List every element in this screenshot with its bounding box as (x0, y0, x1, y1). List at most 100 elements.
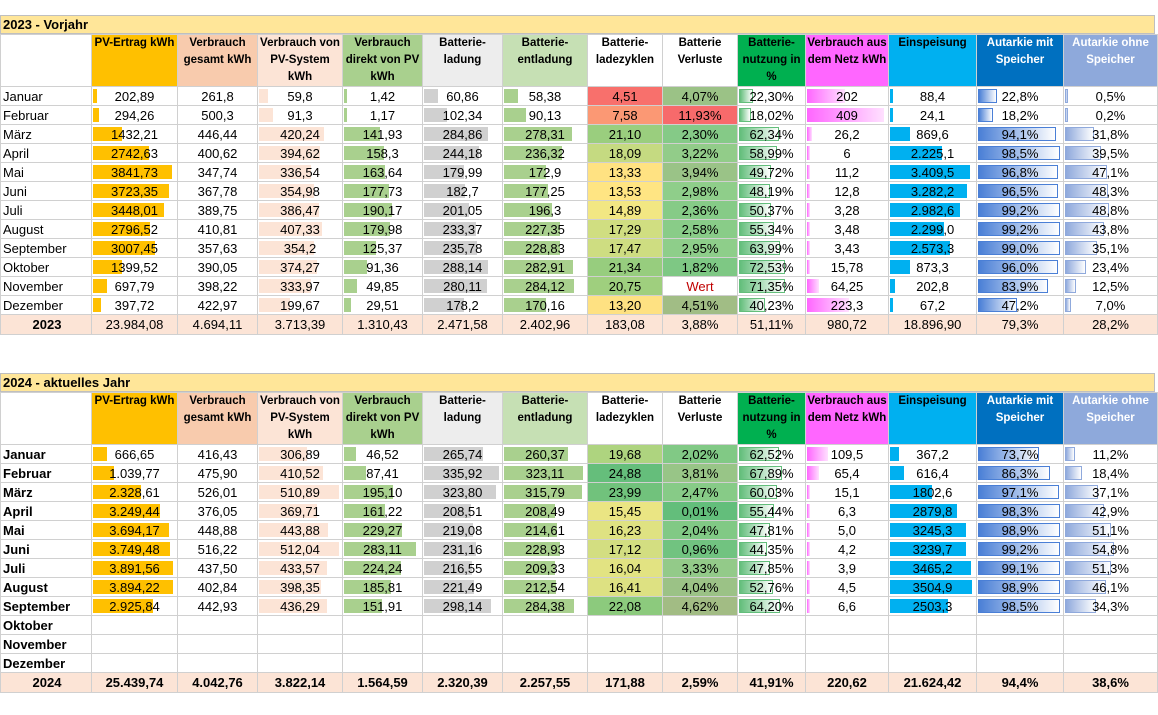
cell-value: 6 (843, 145, 851, 161)
batterie-ladung-cell (422, 634, 503, 654)
cell-value: 2503,3 (912, 598, 953, 614)
verbrauch-pv-cell: 333,97 (257, 276, 343, 296)
cell-value: 374,27 (280, 259, 320, 275)
data-bar (807, 298, 849, 312)
cell-value: 83,9% (1001, 278, 1039, 294)
einspeisung-cell: 3504,9 (888, 577, 977, 597)
total-pv-ertrag: 23.984,08 (91, 314, 178, 335)
ladezyklen-cell: 16,41 (587, 577, 663, 597)
verluste-cell: 0,96% (662, 539, 738, 559)
table-row: April 3.249,44 376,05 369,71 161,22 208,51 208… (0, 501, 1158, 521)
data-bar (344, 203, 393, 217)
cell-value: 398,22 (197, 278, 238, 294)
cell-value: 284,38 (525, 598, 565, 614)
netz-cell: 26,2 (805, 124, 889, 144)
cell-value: 98,5% (1001, 145, 1039, 161)
verbrauch-gesamt-cell: 500,3 (177, 105, 258, 125)
cell-value: 278,31 (525, 126, 565, 142)
total-verluste: 3,88% (662, 314, 738, 335)
cell-value: 3239,7 (912, 541, 953, 557)
month-cell: September (0, 596, 92, 616)
cell-value: 67,89% (749, 465, 794, 481)
data-bar (890, 279, 895, 293)
cell-value: 12,5% (1092, 278, 1129, 294)
total-einspeisung: 21.624,42 (888, 672, 977, 693)
data-bar (504, 222, 560, 236)
autarkie-mit-cell: 98,9% (976, 577, 1064, 597)
month-cell: September (0, 238, 92, 258)
data-bar (504, 260, 574, 274)
cell-value: 244,18 (442, 145, 483, 161)
cell-value: 294,26 (114, 107, 155, 123)
verluste-cell: 3,81% (662, 463, 738, 483)
pv-ertrag-cell: 3.249,44 (91, 501, 178, 521)
table-row: Juli 3448,01 389,75 386,47 190,17 201,05 196,3… (0, 200, 1158, 220)
verbrauch-gesamt-cell (177, 634, 258, 654)
verbrauch-gesamt-cell: 367,78 (177, 181, 258, 201)
nutzung-cell: 60,03% (737, 482, 806, 502)
autarkie-ohne-cell: 47,1% (1063, 162, 1158, 182)
verbrauch-direkt-cell: 1,42 (342, 86, 423, 106)
cell-value: 3448,01 (111, 202, 158, 218)
cell-value: Dezember (3, 297, 63, 313)
data-bar (504, 580, 557, 594)
cell-value: 125,37 (362, 240, 403, 256)
header-autarkie-ohne: Autarkie ohne Speicher (1063, 392, 1158, 445)
data-bar (739, 466, 783, 480)
netz-cell: 4,5 (805, 577, 889, 597)
total-nutzung: 41,91% (737, 672, 806, 693)
header-verbrauch-direkt: Verbrauch direkt von PV kWh (342, 392, 423, 445)
cell-value: 397,72 (114, 297, 155, 313)
autarkie-mit-cell: 73,7% (976, 444, 1064, 464)
total-label: 2024 (0, 672, 92, 693)
cell-value: 202,8 (916, 278, 949, 294)
data-bar (739, 203, 772, 217)
data-bar (93, 260, 122, 274)
netz-cell: 15,1 (805, 482, 889, 502)
cell-value: 98,3% (1001, 503, 1039, 519)
cell-value: 151,91 (362, 598, 403, 614)
verbrauch-pv-cell (257, 634, 343, 654)
nutzung-cell: 64,20% (737, 596, 806, 616)
data-bar (504, 165, 547, 179)
ladezyklen-cell: 24,88 (587, 463, 663, 483)
total-netz: 980,72 (805, 314, 889, 335)
data-bar (890, 203, 960, 217)
data-bar (504, 146, 562, 160)
einspeisung-cell: 367,2 (888, 444, 977, 464)
cell-value: 0,5% (1095, 88, 1126, 104)
cell-value: 22,08 (608, 598, 642, 614)
data-bar (259, 203, 320, 217)
autarkie-mit-cell: 98,9% (976, 520, 1064, 540)
header-verbrauch-gesamt: Verbrauch gesamt kWh (177, 392, 258, 445)
cell-value: 202 (836, 88, 858, 104)
data-bar (978, 599, 1060, 613)
cell-value: 219,08 (442, 522, 483, 538)
pv-ertrag-cell: 397,72 (91, 295, 178, 315)
cell-value: 443,88 (280, 522, 320, 538)
cell-value: 141,93 (362, 126, 403, 142)
batterie-ladung-cell: 179,99 (422, 162, 503, 182)
verbrauch-pv-cell: 91,3 (257, 105, 343, 125)
cell-value: 0,01% (681, 503, 719, 519)
cell-value: 3465,2 (912, 560, 953, 576)
totals-row: 2023 23.984,08 4.694,11 3.713,39 1.310,43 2.4… (0, 314, 1158, 335)
month-cell: August (0, 577, 92, 597)
batterie-ladung-cell: 284,86 (422, 124, 503, 144)
data-bar (890, 561, 971, 575)
autarkie-ohne-cell: 39,5% (1063, 143, 1158, 163)
autarkie-mit-cell (976, 634, 1064, 654)
data-bar (424, 447, 484, 461)
data-bar (93, 485, 141, 499)
pv-ertrag-cell: 3.694,17 (91, 520, 178, 540)
cell-value: 15,1 (834, 484, 860, 500)
data-bar (978, 561, 1061, 575)
verbrauch-gesamt-cell: 410,81 (177, 219, 258, 239)
cell-value: 869,6 (916, 126, 949, 142)
nutzung-cell: 22,30% (737, 86, 806, 106)
cell-value: 1432,21 (111, 126, 158, 142)
nutzung-cell: 62,34% (737, 124, 806, 144)
verbrauch-pv-cell: 336,54 (257, 162, 343, 182)
nutzung-cell: 63,99% (737, 238, 806, 258)
data-bar (424, 222, 477, 236)
